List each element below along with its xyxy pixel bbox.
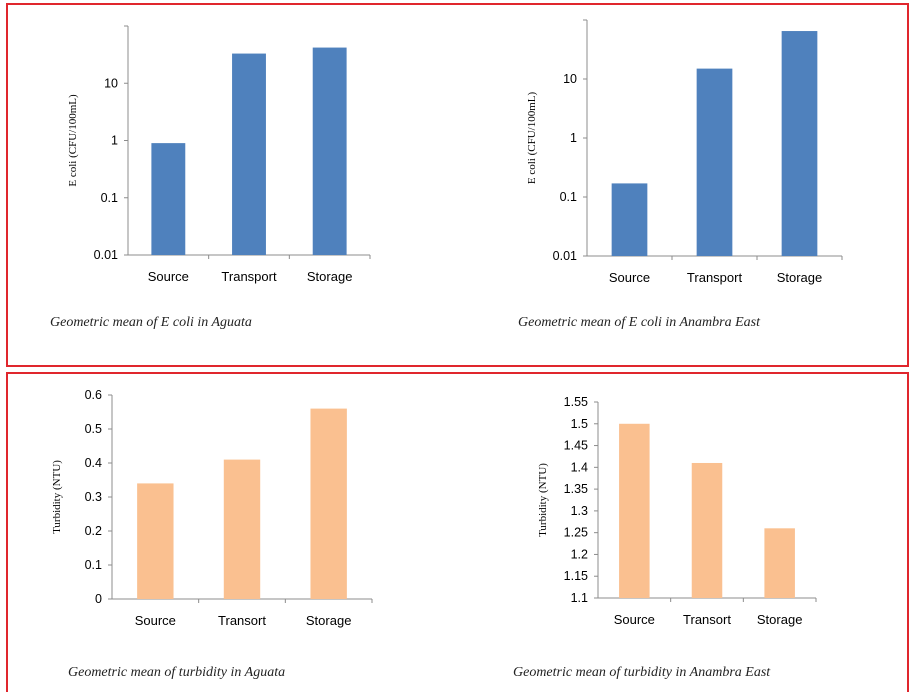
y-axis-label: Turbidity (NTU)	[51, 460, 63, 534]
y-tick-label: 1.2	[571, 547, 588, 561]
x-category-label: Storage	[306, 613, 352, 628]
y-tick-label: 0.5	[85, 422, 102, 436]
bar-storage	[312, 47, 347, 256]
y-tick-label: 0.1	[560, 190, 577, 204]
ecoli-anambra-east-chart: E coli (CFU/100mL) 0.01 0.1 1 10 Source Transp…	[526, 19, 843, 285]
x-category-label: Source	[614, 612, 655, 627]
x-category-label: Storage	[757, 612, 803, 627]
y-tick-label: 1	[111, 134, 118, 148]
bar-source	[151, 143, 186, 255]
y-tick-label: 10	[104, 76, 118, 90]
caption-ecoli-aguata: Geometric mean of E coli in Aguata	[50, 315, 252, 330]
y-tick-label: 1.25	[564, 526, 588, 540]
caption-turbidity-anambra-east: Geometric mean of turbidity in Anambra E…	[513, 665, 771, 680]
bar-transort	[691, 462, 723, 598]
bar-storage	[310, 408, 347, 599]
y-tick-label: 1.5	[571, 417, 588, 431]
y-tick-label: 1.3	[571, 504, 588, 518]
y-tick-label: 0.1	[85, 558, 102, 572]
y-tick-label: 1.55	[564, 395, 588, 409]
turbidity-anambra-east-chart: Turbidity (NTU) 1.1 1.15 1.2 1.25 1.3 1.35 1.4 1…	[537, 395, 817, 627]
bar-storage	[781, 31, 818, 256]
y-tick-label: 1.45	[564, 439, 588, 453]
y-tick-label: 1	[570, 131, 577, 145]
bar-source	[619, 423, 650, 598]
y-tick-label: 0.01	[553, 249, 577, 263]
y-tick-label: 0.6	[85, 388, 102, 402]
y-tick-label: 1.4	[571, 460, 588, 474]
turbidity-aguata-chart: Turbidity (NTU) 0 0.1 0.2 0.3 0.4 0.5 0.6 Source…	[51, 388, 373, 628]
x-category-label: Storage	[307, 269, 353, 284]
ecoli-aguata-chart: E coli (CFU/100mL) 0.01 0.1 1 10 Source Transp…	[67, 25, 371, 284]
x-category-label: Source	[609, 270, 650, 285]
y-axis-label: Turbidity (NTU)	[537, 463, 549, 537]
y-tick-label: 0.2	[85, 524, 102, 538]
y-tick-label: 0.1	[101, 191, 118, 205]
y-tick-label: 0.4	[85, 456, 102, 470]
x-category-label: Transport	[687, 270, 743, 285]
x-category-label: Source	[135, 613, 176, 628]
y-tick-label: 0.3	[85, 490, 102, 504]
caption-turbidity-aguata: Geometric mean of turbidity in Aguata	[68, 665, 286, 680]
x-category-label: Storage	[777, 270, 823, 285]
bar-storage	[764, 528, 795, 598]
y-axis-label: E coli (CFU/100mL)	[67, 94, 79, 187]
bar-transort	[223, 459, 261, 599]
bar-source	[137, 483, 174, 599]
x-category-label: Transort	[683, 612, 731, 627]
y-tick-label: 1.35	[564, 482, 588, 496]
x-category-label: Source	[148, 269, 189, 284]
caption-ecoli-anambra-east: Geometric mean of E coli in Anambra East	[518, 315, 760, 330]
y-tick-label: 0	[95, 592, 102, 606]
y-tick-label: 1.1	[571, 591, 588, 605]
x-category-label: Transport	[221, 269, 277, 284]
y-axis-label: E coli (CFU/100mL)	[526, 92, 538, 185]
y-tick-label: 10	[563, 72, 577, 86]
turbidity-panel	[6, 372, 909, 692]
x-category-label: Transort	[218, 613, 266, 628]
y-tick-label: 1.15	[564, 569, 588, 583]
bar-transport	[232, 53, 266, 255]
bar-source	[611, 183, 648, 256]
bar-transport	[696, 68, 733, 256]
y-tick-label: 0.01	[94, 248, 118, 262]
ecoli-panel	[6, 3, 909, 367]
